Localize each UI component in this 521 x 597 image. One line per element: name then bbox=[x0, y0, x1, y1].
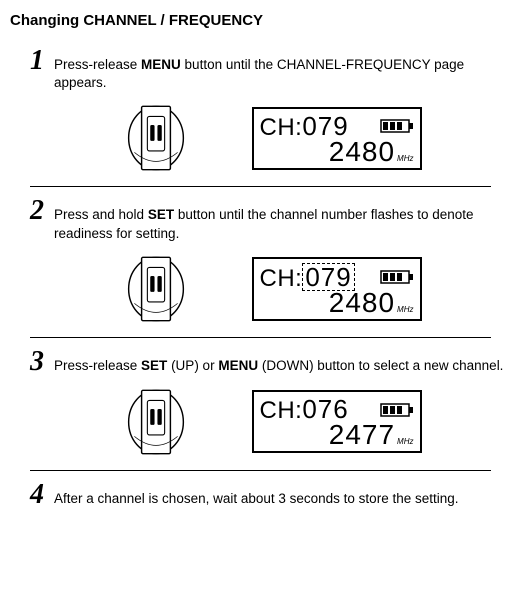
step-2: 2 Press and hold SET button until the ch… bbox=[30, 197, 511, 324]
lcd-display-3: CH:076 2477 MHz bbox=[252, 390, 422, 453]
lcd-display-1: CH:079 2480 MHz bbox=[252, 107, 422, 170]
step-number: 3 bbox=[30, 348, 50, 376]
freq-unit: MHz bbox=[397, 306, 413, 317]
step-3: 3 Press-release SET (UP) or MENU (DOWN) … bbox=[30, 348, 511, 458]
ch-label: CH: bbox=[260, 267, 303, 291]
freq-unit: MHz bbox=[397, 438, 413, 449]
step-3-text: Press-release SET (UP) or MENU (DOWN) bu… bbox=[54, 348, 503, 375]
step-number: 4 bbox=[30, 481, 50, 509]
t: Press and hold bbox=[54, 207, 148, 222]
device-drawing bbox=[120, 253, 192, 325]
step-1: 1 Press-release MENU button until the CH… bbox=[30, 47, 511, 174]
ch-label: CH: bbox=[260, 116, 303, 140]
device-drawing bbox=[120, 386, 192, 458]
t: Press-release bbox=[54, 57, 141, 72]
freq-value: 2477 bbox=[329, 421, 395, 449]
t: Press-release bbox=[54, 358, 141, 373]
set-label: SET bbox=[141, 358, 167, 373]
freq-value: 2480 bbox=[329, 138, 395, 166]
freq-value: 2480 bbox=[329, 289, 395, 317]
menu-label: MENU bbox=[141, 57, 181, 72]
divider bbox=[30, 337, 491, 338]
t: (UP) or bbox=[167, 358, 218, 373]
battery-icon bbox=[380, 118, 414, 134]
ch-label: CH: bbox=[260, 399, 303, 423]
step-2-text: Press and hold SET button until the chan… bbox=[54, 197, 511, 242]
step-4-text: After a channel is chosen, wait about 3 … bbox=[54, 481, 459, 508]
lcd-display-2: CH:079 2480 MHz bbox=[252, 257, 422, 321]
divider bbox=[30, 186, 491, 187]
freq-unit: MHz bbox=[397, 155, 413, 166]
menu-label: MENU bbox=[218, 358, 258, 373]
step-4: 4 After a channel is chosen, wait about … bbox=[30, 481, 511, 509]
step-1-text: Press-release MENU button until the CHAN… bbox=[54, 47, 511, 92]
step-number: 2 bbox=[30, 197, 50, 225]
battery-icon bbox=[380, 402, 414, 418]
divider bbox=[30, 470, 491, 471]
set-label: SET bbox=[148, 207, 174, 222]
battery-icon bbox=[380, 269, 414, 285]
device-drawing bbox=[120, 102, 192, 174]
section-title: Changing CHANNEL / FREQUENCY bbox=[10, 12, 511, 29]
step-number: 1 bbox=[30, 47, 50, 75]
t: (DOWN) button to select a new channel. bbox=[258, 358, 503, 373]
